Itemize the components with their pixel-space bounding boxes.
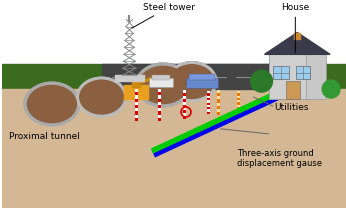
Ellipse shape xyxy=(27,85,76,123)
Bar xyxy=(158,105,161,108)
Bar xyxy=(217,96,220,99)
Bar xyxy=(207,112,210,114)
Bar xyxy=(207,107,210,109)
Text: Three-axis ground
displacement gause: Three-axis ground displacement gause xyxy=(237,149,322,168)
Bar xyxy=(207,96,210,98)
Bar xyxy=(217,103,220,106)
Polygon shape xyxy=(2,64,346,89)
Polygon shape xyxy=(24,63,191,104)
Bar xyxy=(286,81,300,99)
Bar xyxy=(158,89,161,92)
Bar xyxy=(268,54,326,99)
Polygon shape xyxy=(2,89,346,208)
Bar xyxy=(237,96,240,98)
Bar xyxy=(183,104,185,107)
Bar xyxy=(273,66,289,79)
Bar xyxy=(135,105,138,108)
Bar xyxy=(183,113,185,116)
Bar xyxy=(149,78,173,87)
Bar xyxy=(183,90,185,93)
Bar xyxy=(158,108,161,111)
Bar xyxy=(207,105,210,107)
Ellipse shape xyxy=(80,80,124,114)
Ellipse shape xyxy=(170,65,214,98)
Bar xyxy=(135,92,138,96)
Bar xyxy=(296,66,310,79)
Bar xyxy=(135,108,138,111)
Bar xyxy=(125,85,148,99)
Bar xyxy=(183,99,185,102)
Bar xyxy=(237,100,240,102)
Bar xyxy=(183,107,185,110)
Bar xyxy=(217,109,220,112)
Bar xyxy=(183,102,185,104)
Polygon shape xyxy=(102,64,310,89)
Text: Proximal tunnel: Proximal tunnel xyxy=(9,132,79,141)
Bar xyxy=(158,102,161,105)
Bar xyxy=(158,111,161,115)
Bar xyxy=(133,79,140,87)
Bar xyxy=(183,116,185,119)
Ellipse shape xyxy=(24,82,80,126)
Bar xyxy=(135,89,138,92)
Bar xyxy=(207,93,210,96)
Bar xyxy=(158,115,161,118)
Bar xyxy=(135,118,138,121)
Ellipse shape xyxy=(139,66,188,103)
Bar xyxy=(135,102,138,105)
Bar xyxy=(158,99,161,102)
Bar xyxy=(207,103,210,105)
Bar xyxy=(217,93,220,96)
Bar xyxy=(237,98,240,100)
Bar xyxy=(237,104,240,107)
Bar xyxy=(207,109,210,112)
Ellipse shape xyxy=(167,62,217,101)
Bar xyxy=(237,93,240,96)
Polygon shape xyxy=(140,77,153,83)
Bar xyxy=(183,96,185,99)
Bar xyxy=(294,33,300,40)
Bar xyxy=(237,102,240,104)
Bar xyxy=(217,90,220,93)
Circle shape xyxy=(322,80,340,98)
Bar xyxy=(207,100,210,103)
Circle shape xyxy=(251,70,273,92)
Text: House: House xyxy=(281,3,309,53)
Polygon shape xyxy=(77,62,217,97)
Bar xyxy=(217,112,220,115)
Ellipse shape xyxy=(77,77,126,117)
Bar xyxy=(135,115,138,118)
Bar xyxy=(135,111,138,115)
Bar xyxy=(158,96,161,99)
Bar xyxy=(217,99,220,103)
Text: Steel tower: Steel tower xyxy=(132,3,195,28)
Bar xyxy=(158,92,161,96)
Bar xyxy=(237,91,240,93)
Bar xyxy=(207,91,210,93)
Bar xyxy=(189,74,215,80)
Bar xyxy=(237,107,240,109)
Bar xyxy=(217,106,220,109)
Bar xyxy=(152,75,170,80)
Bar xyxy=(183,93,185,96)
Bar xyxy=(135,96,138,99)
Bar xyxy=(183,110,185,113)
Text: Utilities: Utilities xyxy=(274,103,309,112)
Bar xyxy=(115,75,144,81)
Bar xyxy=(186,78,218,88)
Bar xyxy=(207,98,210,100)
Bar xyxy=(135,99,138,102)
Bar xyxy=(158,118,161,121)
Polygon shape xyxy=(265,33,330,54)
Bar xyxy=(268,54,306,99)
Ellipse shape xyxy=(135,63,191,107)
